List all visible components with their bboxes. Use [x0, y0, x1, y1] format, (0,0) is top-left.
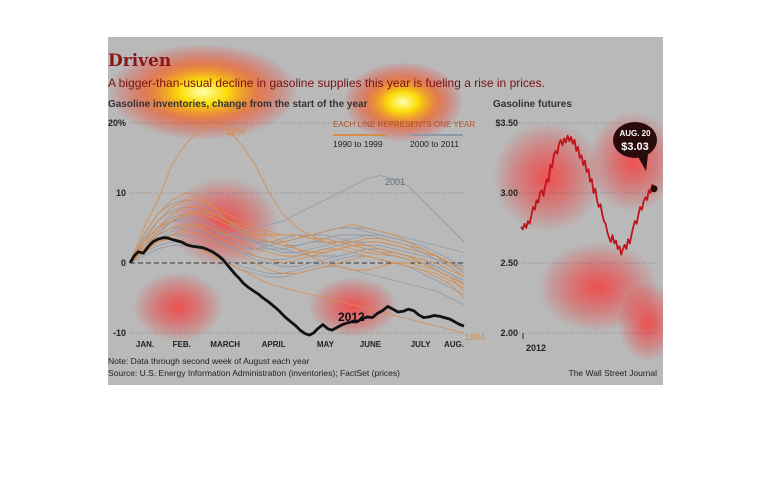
x-tick-label: JUNE — [360, 340, 382, 349]
x-tick-label: AUG. — [444, 340, 464, 349]
graphic-panel: Driven A bigger-than-usual decline in ga… — [108, 37, 663, 385]
legend-header: EACH LINE REPRESENTS ONE YEAR — [333, 120, 475, 129]
futures-line — [520, 134, 655, 256]
legend-label-1990s: 1990 to 1999 — [333, 139, 383, 149]
charts-canvas: 20% 10 0 -10 JAN. FEB. MARCH APRIL MAY JUNE JULY AU… — [108, 118, 658, 353]
callout-value: $3.03 — [621, 141, 649, 153]
y-tick-label: $3.50 — [495, 118, 518, 128]
annotation-1994: 1994 — [465, 332, 485, 342]
legend-label-2000s: 2000 to 2011 — [410, 139, 459, 149]
y-tick-label: -10 — [113, 328, 126, 338]
year-1990s-series-line — [129, 199, 465, 285]
y-tick-label: 20% — [108, 118, 126, 128]
x-tick-label: FEB. — [173, 340, 191, 349]
y-tick-label: 3.00 — [500, 188, 518, 198]
year-1990s-series-line — [129, 122, 465, 285]
y-tick-label: 0 — [121, 258, 126, 268]
graphic-subtitle: A bigger-than-usual decline in gasoline … — [108, 76, 545, 90]
year-2000s-series-line — [129, 199, 465, 274]
graphic-title: Driven — [108, 51, 172, 71]
year-1990s-series-line — [129, 213, 465, 278]
year-1990s-series-line — [129, 206, 465, 271]
year-2000s-series-line — [129, 245, 465, 306]
footnote: Note: Data through second week of August… — [108, 356, 310, 366]
x-tick-label: JULY — [411, 340, 431, 349]
annotation-2012: 2012 — [338, 310, 365, 324]
y-tick-label: 2.00 — [500, 328, 518, 338]
y-tick-label: 10 — [116, 188, 126, 198]
credit-line: The Wall Street Journal — [568, 368, 658, 378]
x-tick-label: JAN. — [136, 340, 154, 349]
source-line: Source: U.S. Energy Information Administ… — [108, 368, 400, 378]
annotation-2001: 2001 — [385, 177, 405, 187]
series-2012-line — [128, 236, 465, 337]
x-tick-label: APRIL — [262, 340, 286, 349]
callout-bubble — [613, 122, 657, 158]
x-tick-label: MARCH — [210, 340, 240, 349]
year-1990s-series-line — [129, 224, 465, 292]
futures-endpoint-marker — [650, 185, 658, 193]
x-axis-year-label: 2012 — [526, 343, 546, 353]
year-2000s-series-line — [129, 175, 465, 264]
callout-pointer — [636, 153, 648, 171]
annotation-1990: 1990 — [226, 127, 246, 137]
x-tick-label: MAY — [317, 340, 335, 349]
futures-chart-title: Gasoline futures — [493, 99, 572, 110]
inventories-chart-title: Gasoline inventories, change from the st… — [108, 99, 368, 110]
y-tick-label: 2.50 — [500, 258, 518, 268]
callout-date: AUG. 20 — [619, 129, 651, 138]
year-1990s-series-line — [129, 238, 465, 334]
year-1990s-series-line — [129, 224, 465, 288]
